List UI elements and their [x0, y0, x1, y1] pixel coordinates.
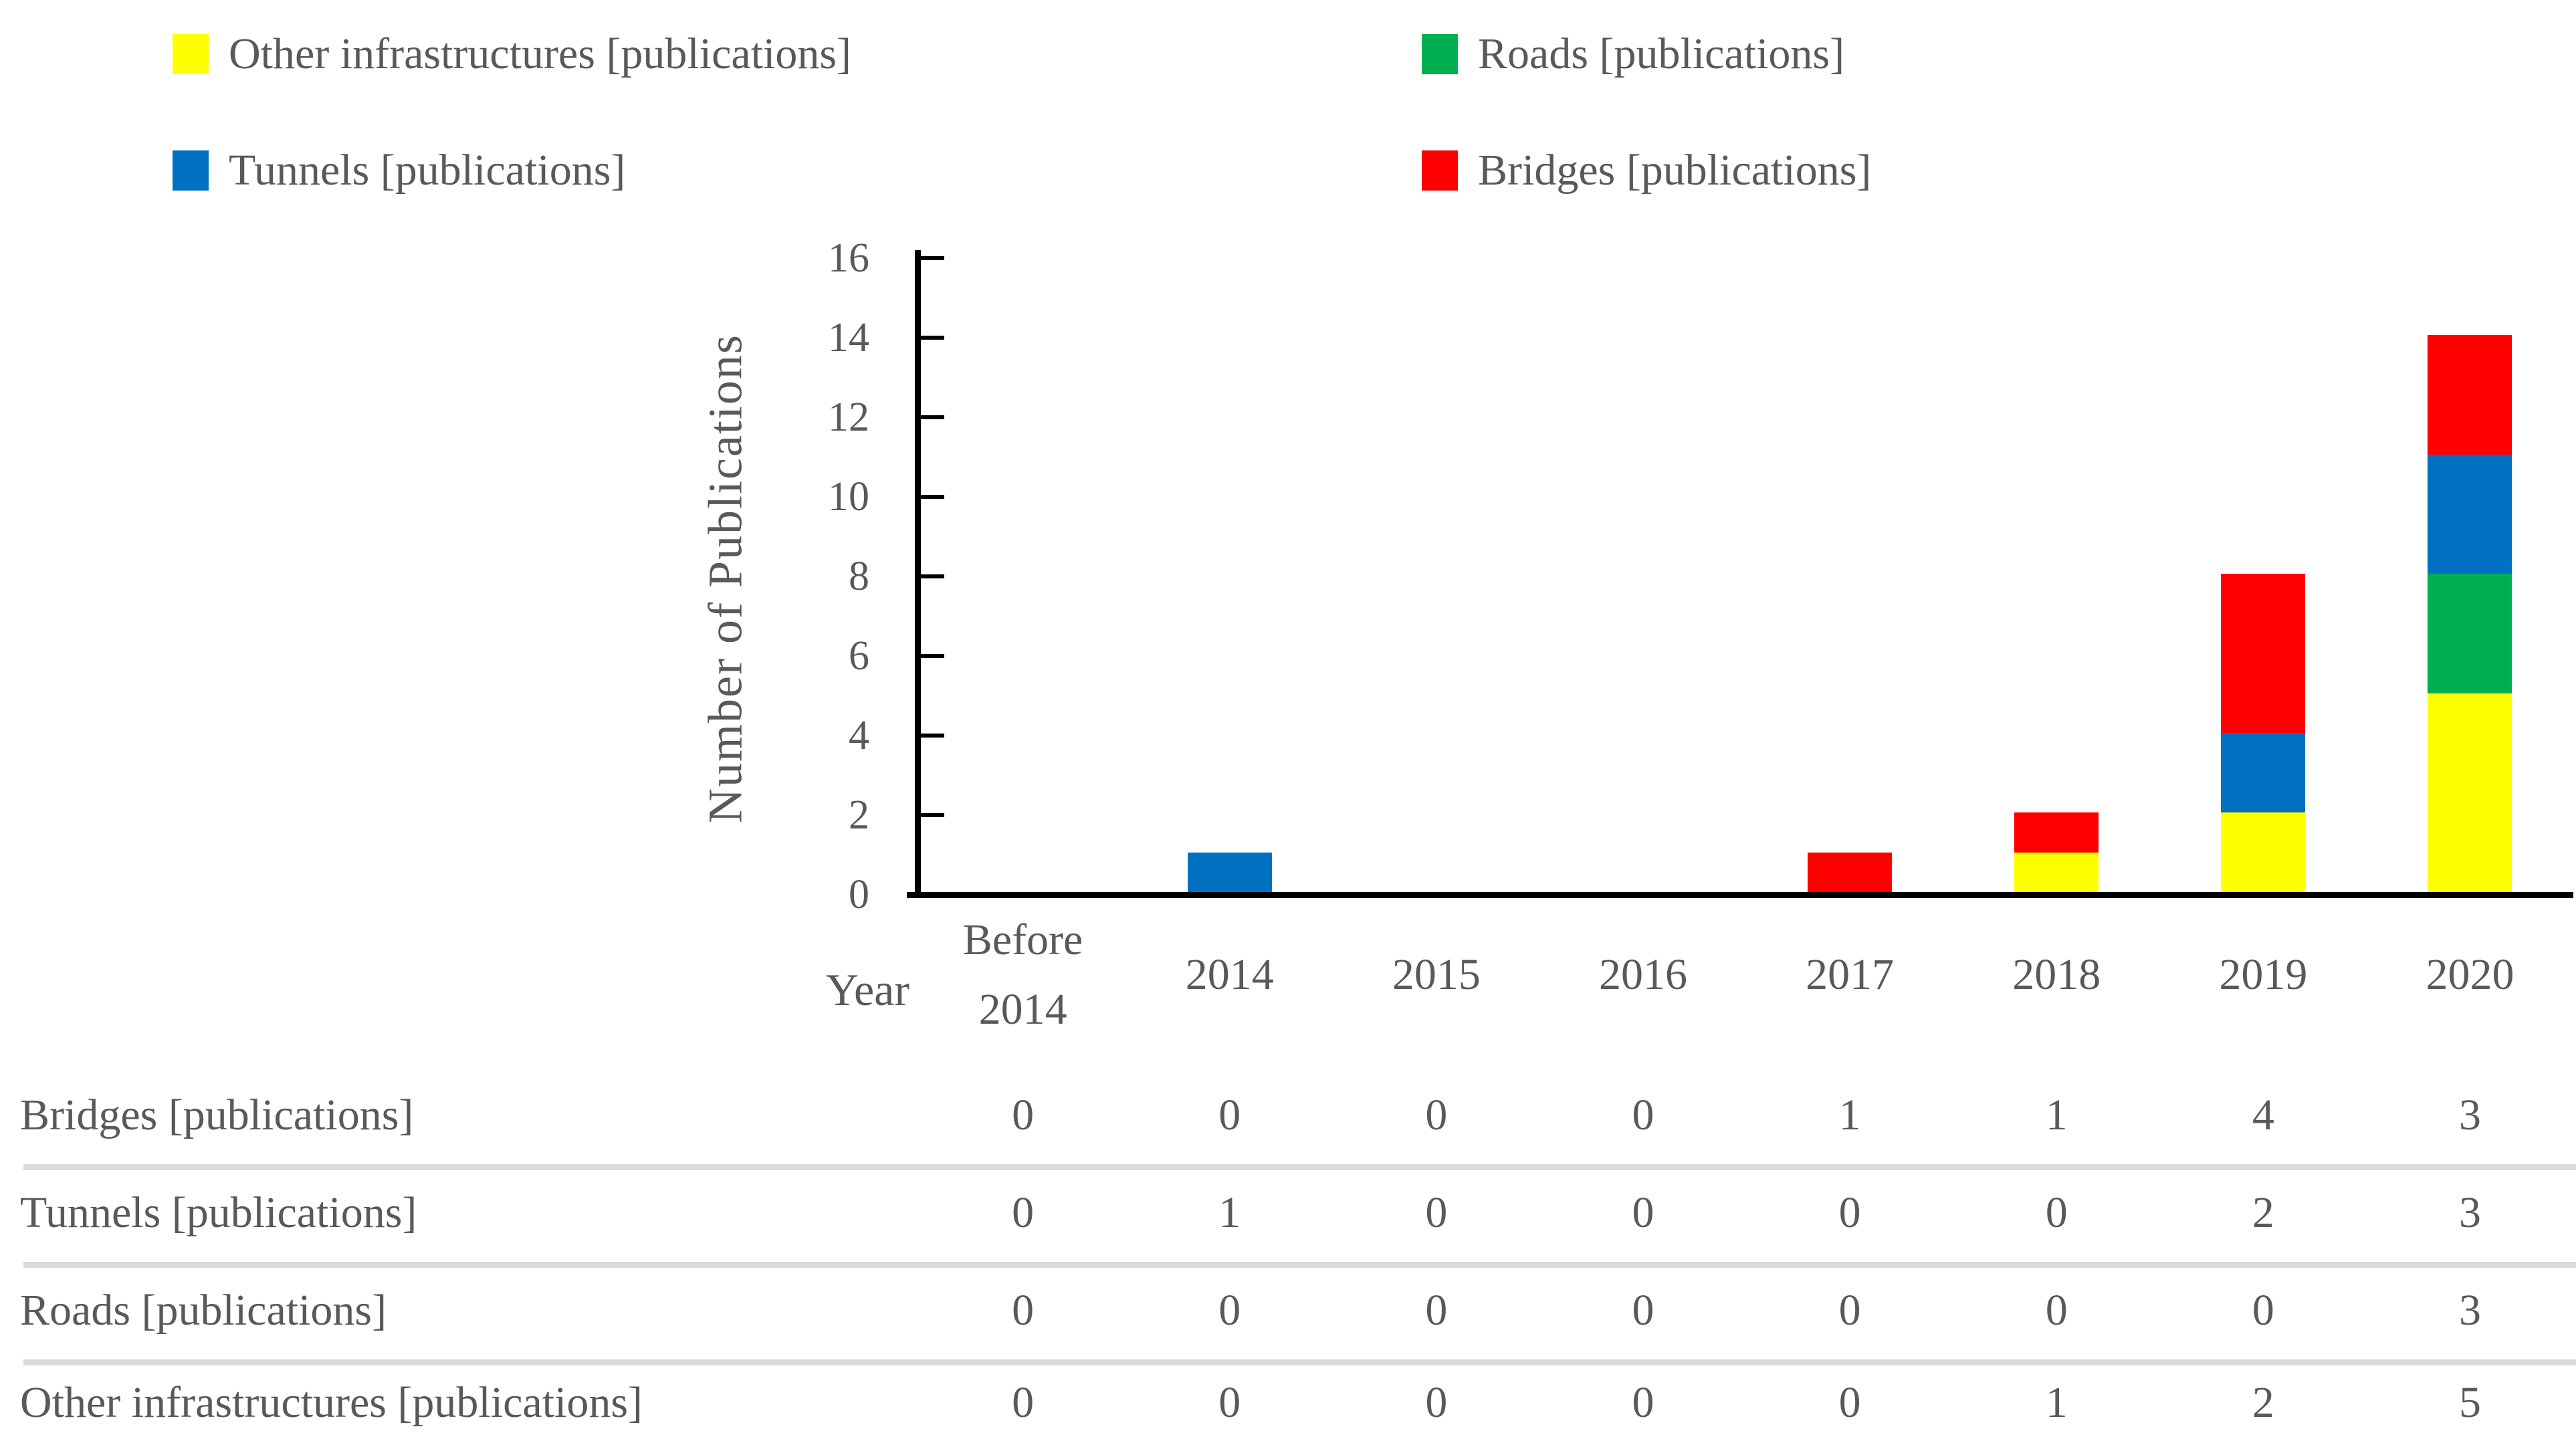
- bar-segment-2020: [2428, 454, 2512, 574]
- y-axis-tick: [915, 574, 944, 578]
- table-separator: [23, 1262, 2576, 1268]
- table-row-label: Bridges [publications]: [20, 1091, 414, 1139]
- x-axis-label: 2014: [1185, 950, 1274, 999]
- bar-segment-2020: [2428, 574, 2512, 693]
- table-cell: 0: [1632, 1188, 1654, 1237]
- y-axis-tick: [915, 336, 944, 340]
- legend-item-roads: Roads [publications]: [1422, 29, 1845, 78]
- table-cell: 0: [1425, 1091, 1448, 1139]
- y-axis-tick: [915, 495, 944, 499]
- y-axis-tick: [915, 415, 944, 419]
- y-axis-tick-label: 6: [849, 633, 869, 679]
- table-cell: 0: [2045, 1286, 2068, 1335]
- table-row-label: Roads [publications]: [20, 1286, 387, 1335]
- bar-segment-2014: [1187, 852, 1272, 892]
- x-axis-label: 2019: [2219, 950, 2308, 999]
- bar-segment-2020: [2428, 693, 2512, 892]
- y-axis-tick-label: 8: [849, 554, 869, 599]
- y-axis-tick-label: 10: [828, 474, 869, 520]
- legend-label-other-infrastructures: Other infrastructures [publications]: [229, 29, 852, 78]
- bar-segment-2018: [2014, 812, 2099, 853]
- bar-segment-2017: [1808, 852, 1893, 892]
- table-cell: 1: [1218, 1188, 1241, 1237]
- y-axis-tick: [915, 256, 944, 260]
- table-cell: 0: [1838, 1188, 1861, 1237]
- legend-label-bridges: Bridges [publications]: [1478, 146, 1872, 195]
- legend-swatch-bridges: [1422, 150, 1458, 191]
- x-axis-label: 2016: [1598, 950, 1687, 999]
- table-cell: 0: [2252, 1286, 2274, 1335]
- legend-swatch-roads: [1422, 34, 1458, 74]
- table-cell: 0: [1632, 1286, 1654, 1335]
- table-cell: 0: [1012, 1188, 1035, 1237]
- table-cell: 0: [1218, 1091, 1241, 1139]
- table-cell: 0: [1425, 1286, 1448, 1335]
- table-cell: 0: [1425, 1378, 1448, 1427]
- table-cell: 1: [2045, 1091, 2068, 1139]
- table-cell: 2: [2252, 1188, 2274, 1237]
- table-cell: 0: [1218, 1286, 1241, 1335]
- legend-label-tunnels: Tunnels [publications]: [229, 146, 626, 195]
- legend-swatch-other-infrastructures: [173, 34, 209, 74]
- table-cell: 1: [1838, 1091, 1861, 1139]
- table-cell: 0: [1838, 1378, 1861, 1427]
- legend-item-bridges: Bridges [publications]: [1422, 146, 1872, 195]
- table-row-label: Other infrastructures [publications]: [20, 1378, 643, 1427]
- table-cell: 0: [1838, 1286, 1861, 1335]
- table-cell: 3: [2458, 1286, 2481, 1335]
- y-axis-tick: [915, 654, 944, 658]
- y-axis-tick-label: 4: [849, 713, 869, 758]
- y-axis-tick-label: 2: [849, 792, 869, 838]
- y-axis-tick-label: 16: [828, 235, 869, 281]
- table-cell: 5: [2458, 1378, 2481, 1427]
- table-cell: 0: [1218, 1378, 1241, 1427]
- bar-segment-2018: [2014, 852, 2099, 892]
- table-cell: 2: [2252, 1378, 2274, 1427]
- legend-item-tunnels: Tunnels [publications]: [173, 146, 626, 195]
- legend-swatch-tunnels: [173, 150, 209, 191]
- table-cell: 0: [2045, 1188, 2068, 1237]
- table-cell: 0: [1632, 1091, 1654, 1139]
- y-axis-tick-label: 0: [849, 872, 869, 917]
- table-cell: 3: [2458, 1091, 2481, 1139]
- x-axis-label: 2018: [2012, 950, 2101, 999]
- table-cell: 0: [1012, 1286, 1035, 1335]
- x-axis-label: 2015: [1392, 950, 1481, 999]
- x-axis-label: Before 2014: [962, 915, 1083, 1034]
- bar-segment-2019: [2221, 812, 2306, 892]
- table-cell: 1: [2045, 1378, 2068, 1427]
- table-row-label: Tunnels [publications]: [20, 1188, 417, 1237]
- y-axis-tick-label: 12: [828, 395, 869, 440]
- table-cell: 0: [1425, 1188, 1448, 1237]
- legend-label-roads: Roads [publications]: [1478, 29, 1845, 78]
- x-axis-label: 2017: [1806, 950, 1895, 999]
- y-axis-tick: [915, 734, 944, 738]
- x-axis-title: Year: [825, 964, 909, 1015]
- table-cell: 3: [2458, 1188, 2481, 1237]
- y-axis-tick: [915, 813, 944, 817]
- bar-segment-2019: [2221, 733, 2306, 812]
- table-separator: [23, 1359, 2576, 1365]
- legend-item-other-infrastructures: Other infrastructures [publications]: [173, 29, 852, 78]
- table-cell: 0: [1632, 1378, 1654, 1427]
- table-cell: 4: [2252, 1091, 2274, 1139]
- table-separator: [23, 1164, 2576, 1170]
- table-cell: 0: [1012, 1091, 1035, 1139]
- y-axis-line: [915, 250, 921, 897]
- bar-segment-2020: [2428, 335, 2512, 455]
- y-axis-tick-label: 14: [828, 315, 869, 360]
- x-axis-label: 2020: [2426, 950, 2514, 999]
- x-axis-line: [907, 892, 2573, 898]
- table-cell: 0: [1012, 1378, 1035, 1427]
- bar-segment-2019: [2221, 574, 2306, 733]
